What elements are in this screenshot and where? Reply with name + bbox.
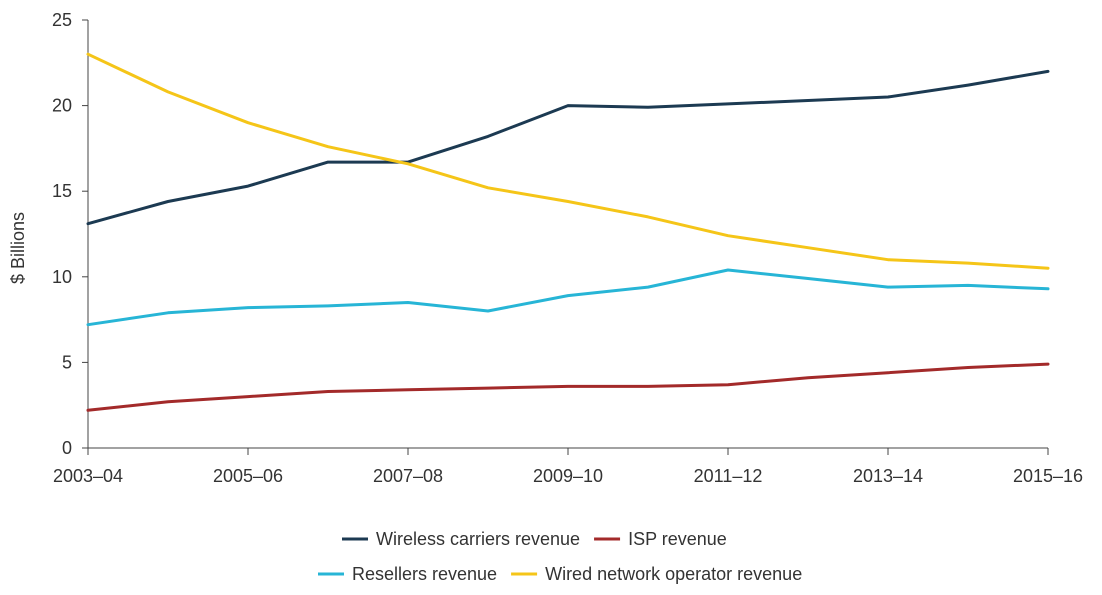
y-tick-label: 25 [52, 10, 72, 30]
y-axis-ticks: 0 5 10 15 20 25 [52, 10, 88, 458]
x-axis-ticks: 2003–04 2005–06 2007–08 2009–10 2011–12 2013–… [53, 448, 1083, 486]
legend-item: Wireless carriers revenue [342, 529, 580, 549]
series-lines [86, 52, 1050, 412]
legend-item: ISP revenue [594, 529, 727, 549]
y-axis-title: $ Billions [8, 212, 28, 284]
axes [87, 20, 1048, 449]
legend: Wireless carriers revenue ISP revenue Rese… [318, 529, 802, 584]
x-tick-label: 2007–08 [373, 466, 443, 486]
legend-label: Resellers revenue [352, 564, 497, 584]
legend-item: Wired network operator revenue [511, 564, 802, 584]
series-line-2 [86, 362, 1050, 412]
y-tick-label: 10 [52, 267, 72, 287]
x-tick-label: 2009–10 [533, 466, 603, 486]
x-tick-label: 2003–04 [53, 466, 123, 486]
legend-label: ISP revenue [628, 529, 727, 549]
y-tick-label: 0 [62, 438, 72, 458]
legend-label: Wired network operator revenue [545, 564, 802, 584]
legend-label: Wireless carriers revenue [376, 529, 580, 549]
x-tick-label: 2013–14 [853, 466, 923, 486]
y-tick-label: 5 [62, 352, 72, 372]
legend-item: Resellers revenue [318, 564, 497, 584]
series-line-3 [86, 268, 1050, 327]
x-tick-label: 2005–06 [213, 466, 283, 486]
x-tick-label: 2015–16 [1013, 466, 1083, 486]
x-tick-label: 2011–12 [694, 466, 763, 486]
y-tick-label: 15 [52, 181, 72, 201]
y-tick-label: 20 [52, 96, 72, 116]
series-line-4 [86, 52, 1050, 270]
series-line-1 [86, 69, 1050, 226]
